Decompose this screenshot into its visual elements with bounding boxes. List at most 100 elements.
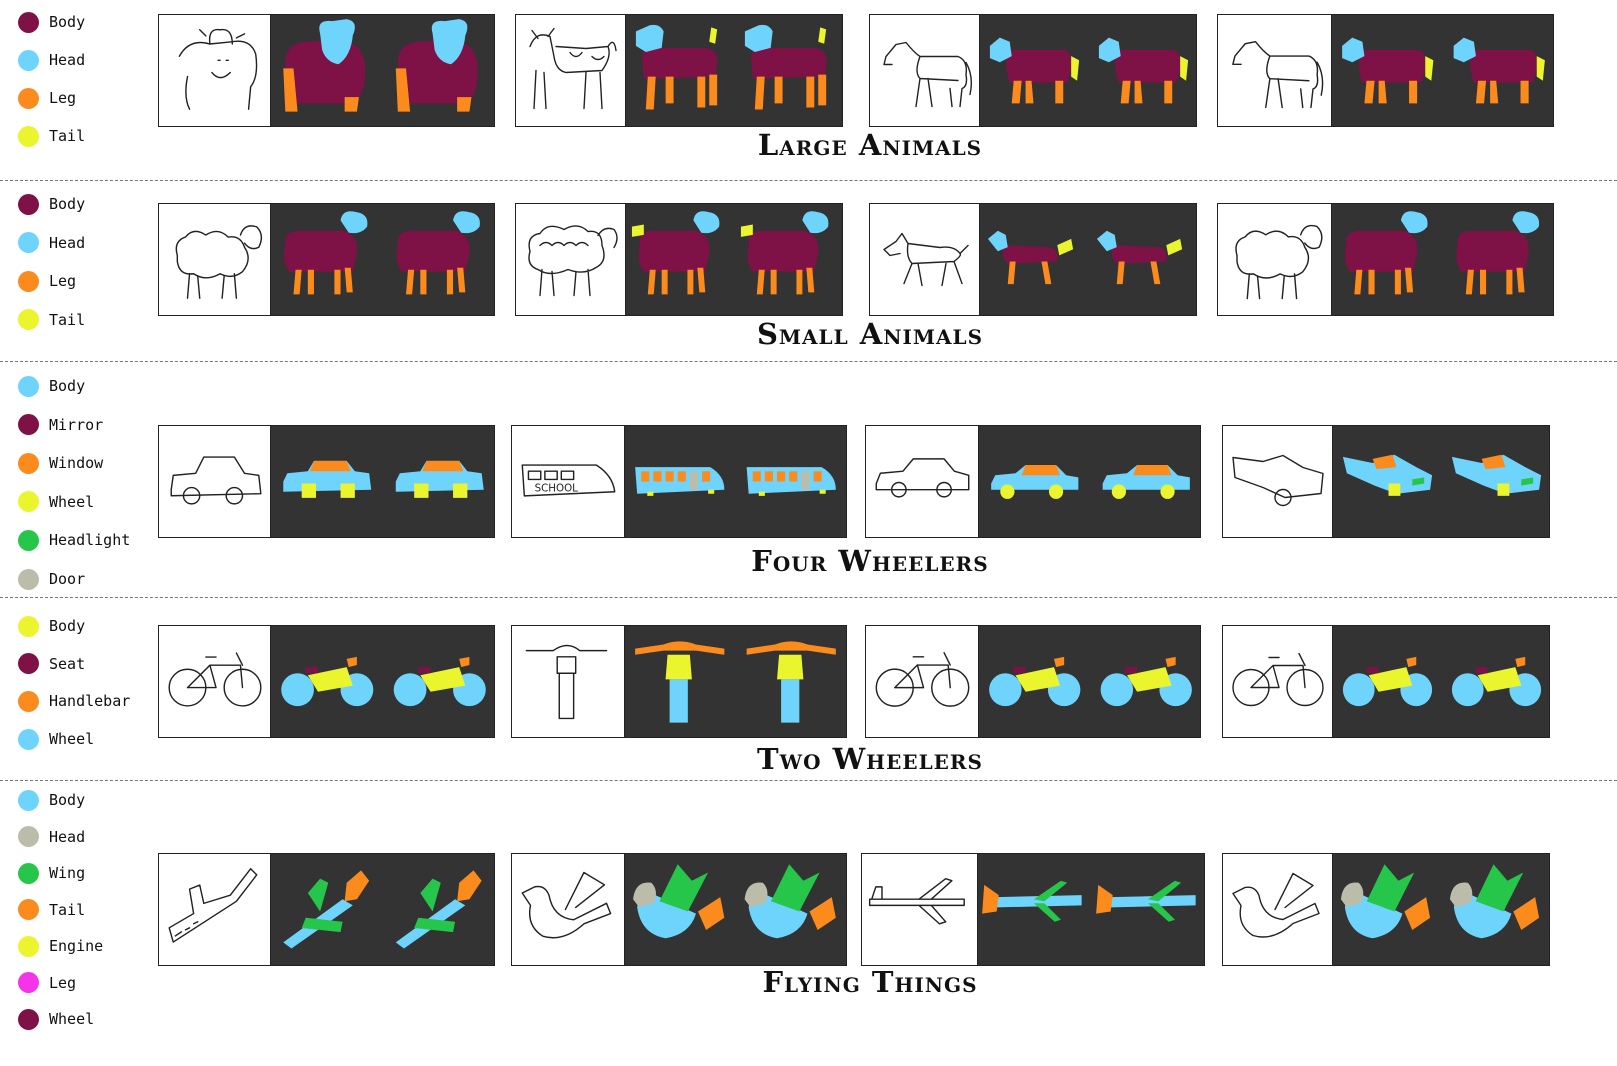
seg-tail <box>709 27 718 44</box>
segmentation-masks <box>989 37 1189 104</box>
seg-tail <box>1425 56 1434 81</box>
row-divider <box>0 780 1617 781</box>
legend-item: Body <box>18 614 85 638</box>
legend-item: Body <box>18 374 85 398</box>
row-divider <box>0 597 1617 598</box>
seg-handlebar <box>1165 656 1176 668</box>
legend-item: Body <box>18 192 85 216</box>
seg-tail <box>1404 897 1431 931</box>
example-panel <box>1222 425 1550 538</box>
seg-tail <box>1513 897 1540 931</box>
legend-color-swatch <box>18 935 39 957</box>
seg-body <box>637 894 696 939</box>
legend-color-swatch <box>18 826 39 847</box>
legend-label: Body <box>49 617 86 635</box>
sketch-stroke <box>868 877 965 925</box>
sketch-stroke <box>1286 668 1324 707</box>
sketch-stroke <box>931 668 970 707</box>
example-panel <box>515 14 843 127</box>
legend-item: Body <box>18 10 85 34</box>
legend-item: Tail <box>18 898 85 922</box>
seg-wheel <box>1048 484 1064 499</box>
seg-wing <box>659 864 709 912</box>
legend-item: Leg <box>18 269 76 293</box>
seg-headlight <box>1521 477 1534 486</box>
seg-wing <box>301 878 343 933</box>
example-panel <box>1217 14 1554 127</box>
seg-body <box>1002 245 1058 264</box>
seg-handlebar <box>1515 656 1526 668</box>
example-panel <box>865 425 1201 538</box>
sketch-stroke <box>175 225 263 299</box>
sketch-stroke <box>1235 224 1323 300</box>
sketch-image <box>1218 15 1332 126</box>
seg-leg <box>1120 80 1173 104</box>
sketch-image <box>870 204 980 315</box>
sketch-drawing <box>883 232 969 287</box>
seg-seat <box>1013 667 1026 674</box>
legend-label: Body <box>49 13 86 31</box>
sketch-image <box>516 15 626 126</box>
sketch-stroke <box>883 232 969 287</box>
example-panel <box>158 425 495 538</box>
legend-color-swatch <box>18 309 39 330</box>
legend-label: Wheel <box>49 730 95 749</box>
legend-color-swatch <box>18 232 39 253</box>
seg-wing <box>1033 880 1068 922</box>
seg-wing <box>770 864 820 912</box>
legend-label: Body <box>49 377 86 395</box>
seg-tail <box>1536 56 1545 81</box>
seg-head <box>319 19 355 65</box>
sketch-drawing <box>1232 40 1324 109</box>
sketch-image <box>516 204 626 315</box>
sketch-stroke <box>890 481 907 498</box>
legend-color-swatch <box>18 193 39 215</box>
legend-item: Head <box>18 825 85 849</box>
seg-body <box>1110 895 1196 908</box>
legend-item: Wheel <box>18 490 94 514</box>
sketch-drawing <box>1235 224 1323 300</box>
seg-door <box>689 471 698 490</box>
seg-leg <box>1364 80 1418 104</box>
sketch-stroke <box>182 486 201 505</box>
legend-item: Head <box>18 231 85 255</box>
segmentation-masks <box>635 24 827 110</box>
legend-item: Wing <box>18 861 85 885</box>
seg-tail <box>344 870 370 902</box>
seg-wheel <box>1111 484 1126 499</box>
segmentation-masks <box>989 656 1192 707</box>
seg-tail <box>457 870 482 902</box>
seg-body <box>777 654 804 680</box>
sketch-image: SCHOOL <box>512 426 625 537</box>
seg-leg <box>1354 267 1414 295</box>
row-divider <box>0 361 1617 362</box>
legend-label: Head <box>49 233 86 252</box>
legend-item: Wheel <box>18 727 94 751</box>
seg-tail <box>1057 238 1074 256</box>
sketch-stroke <box>1250 652 1306 689</box>
seg-leg <box>756 267 815 295</box>
seg-head <box>1342 37 1365 63</box>
legend-color-swatch <box>18 270 39 292</box>
seg-leg <box>283 68 359 112</box>
segmentation-masks <box>1342 656 1542 707</box>
seg-body <box>1342 454 1433 494</box>
seg-wheel <box>989 673 1022 707</box>
seg-tail <box>1071 56 1080 81</box>
sketch-stroke <box>186 652 244 689</box>
segmentation-masks <box>633 864 836 939</box>
sketch-image <box>512 626 625 737</box>
seg-tail <box>697 897 725 931</box>
legend-item: Tail <box>18 124 85 148</box>
example-panel: SCHOOL <box>511 425 847 538</box>
seg-wheel <box>669 679 688 723</box>
seg-handlebar <box>1054 656 1065 668</box>
seg-head <box>802 211 829 234</box>
legend-item: Leg <box>18 971 76 995</box>
seg-head <box>1098 37 1121 63</box>
sketch-stroke <box>170 456 262 497</box>
legend-color-swatch <box>18 653 39 675</box>
seg-wheel <box>393 673 427 707</box>
segmentation-masks <box>281 656 486 707</box>
seg-leg <box>293 267 353 295</box>
